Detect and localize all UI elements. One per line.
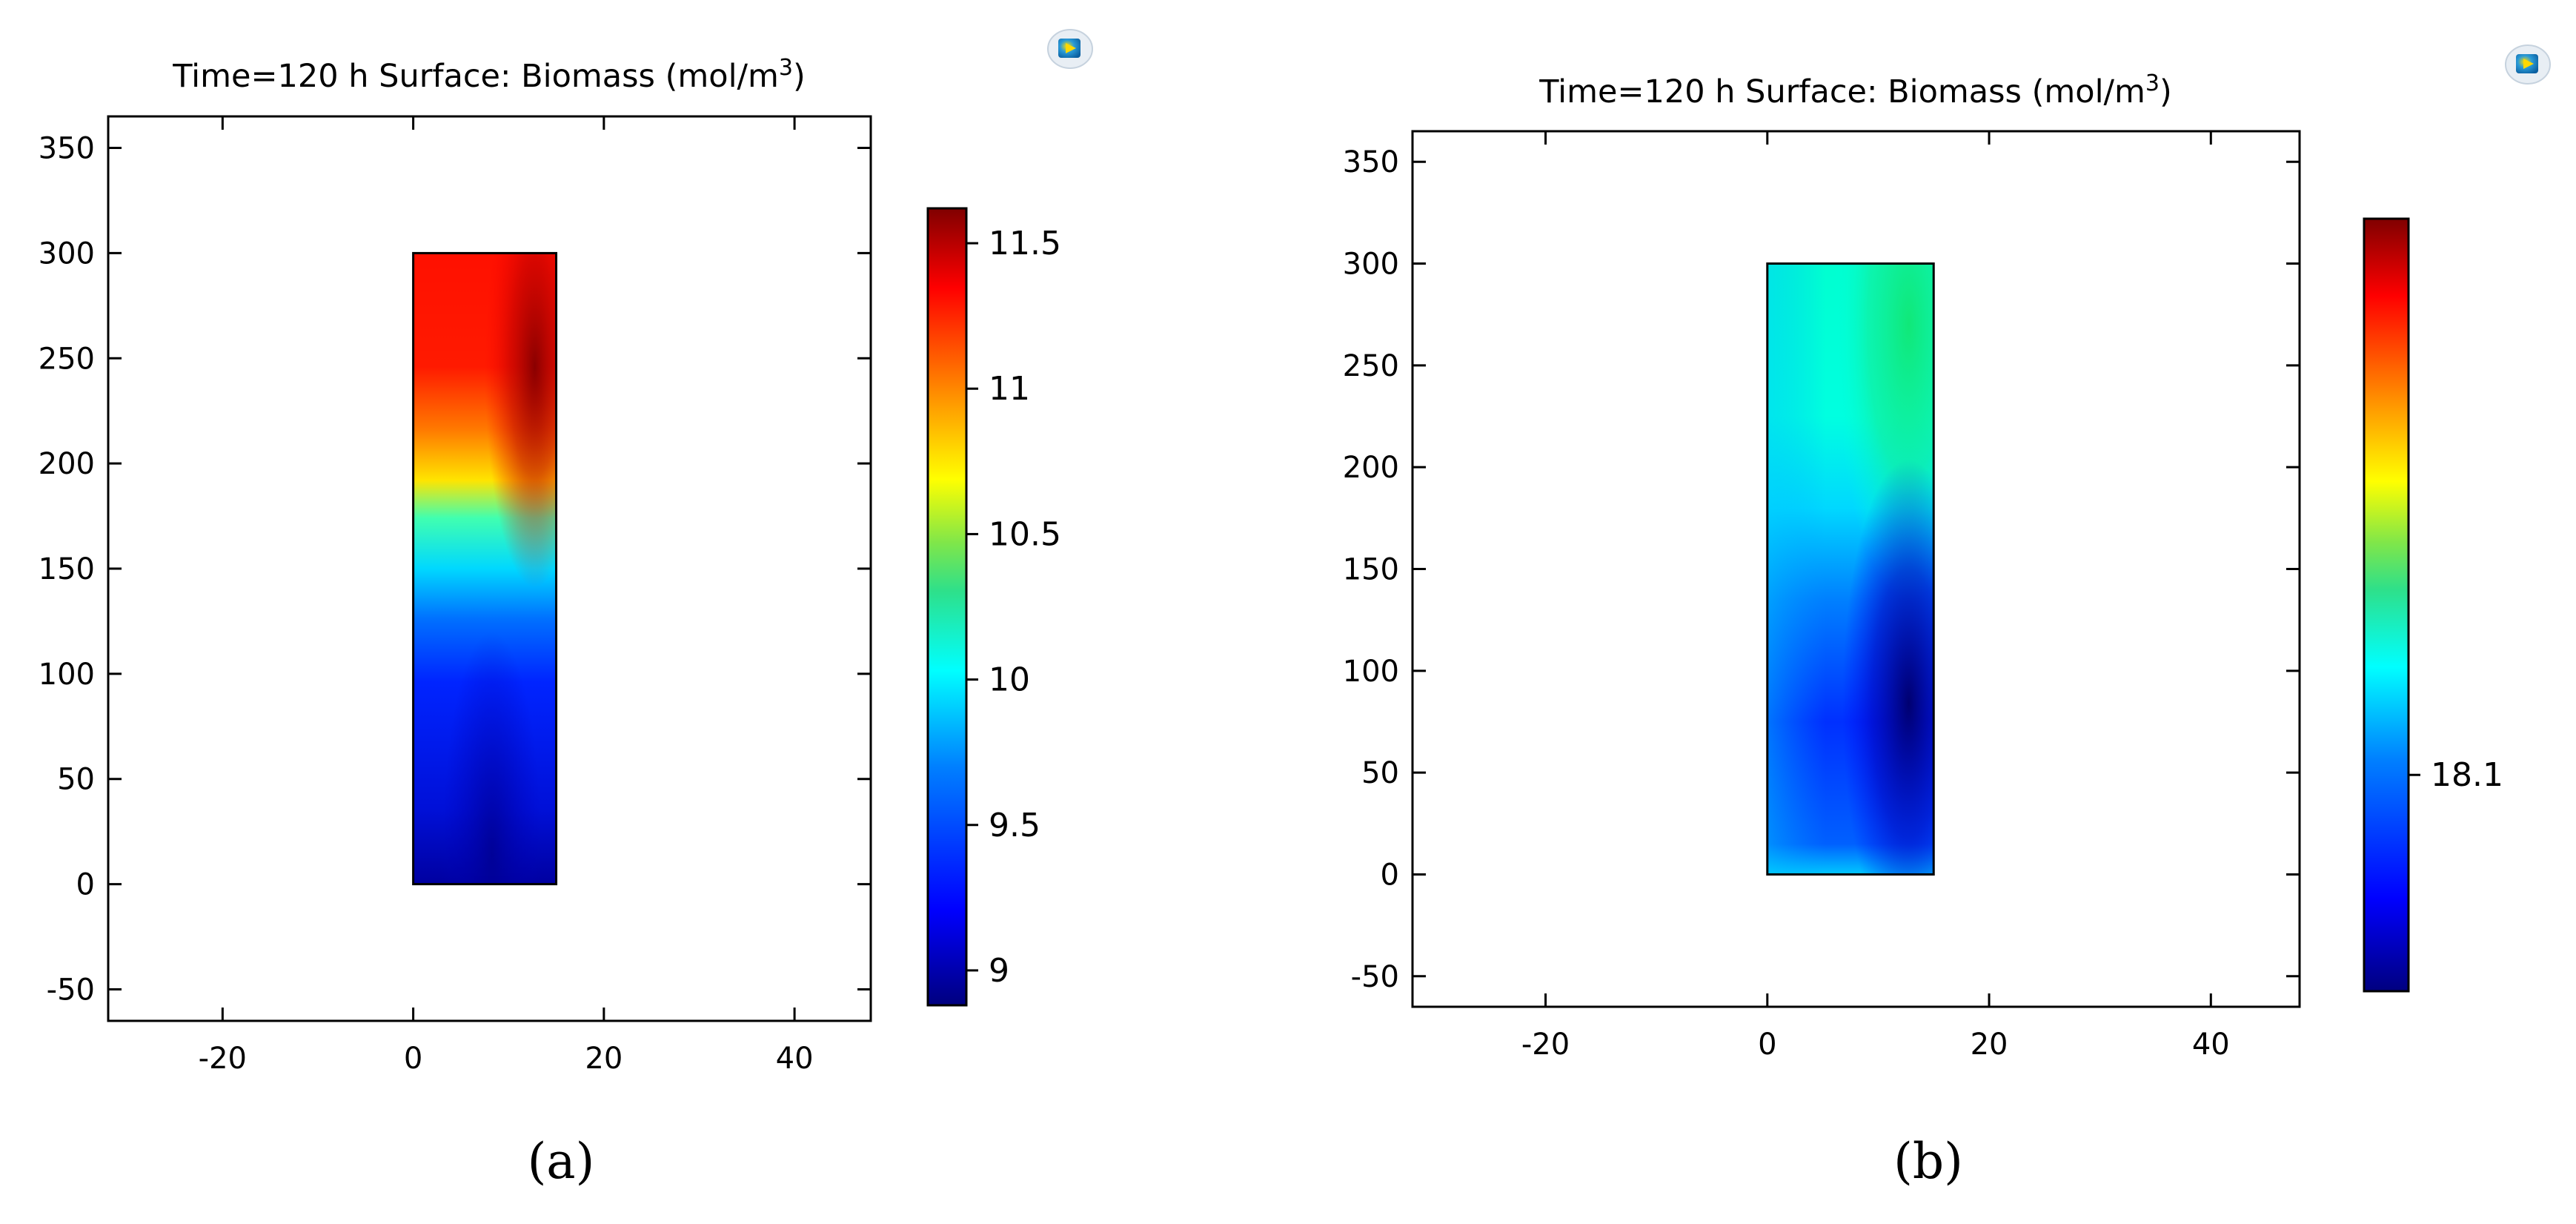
- logo-triangle: [2523, 59, 2534, 69]
- colorbar-tick-label: 9: [989, 952, 1009, 990]
- y-tick-label: 250: [39, 342, 95, 376]
- x-tick-label: 0: [1758, 1028, 1776, 1062]
- field-layer-2: [413, 253, 557, 884]
- y-tick-label: 300: [1343, 248, 1399, 282]
- chart-title-close: ): [2160, 73, 2172, 110]
- comsol-logo-icon: [2505, 44, 2551, 85]
- x-tick-label: 40: [2192, 1028, 2230, 1062]
- colorbar-tick-label: 18.1: [2431, 756, 2503, 794]
- colorbar-frame: [2363, 217, 2410, 993]
- chart-title-superscript: 3: [2145, 70, 2160, 96]
- y-tick-label: 350: [39, 132, 95, 166]
- y-tick-label: 300: [39, 236, 95, 271]
- y-tick-label: 150: [39, 552, 95, 586]
- y-tick-label: 0: [1381, 858, 1399, 892]
- field-layer-3: [1767, 263, 1934, 875]
- chart-title: Time=120 h Surface: Biomass (mol/m3): [172, 55, 806, 95]
- panel-a: Time=120 h Surface: Biomass (mol/m3) -20 0…: [39, 29, 1093, 1190]
- y-tick-label: 150: [1343, 553, 1399, 587]
- x-tick-label: 20: [1971, 1028, 2008, 1062]
- y-tick-label: 100: [39, 658, 95, 692]
- chart-title-superscript: 3: [779, 55, 793, 81]
- colorbar-tick-label: 10: [989, 661, 1030, 699]
- chart-title: Time=120 h Surface: Biomass (mol/m3): [1538, 70, 2172, 110]
- colorbar-tick-label: 11.5: [989, 225, 1061, 262]
- y-tick-label: 50: [1361, 756, 1399, 790]
- domain-boundary: [412, 251, 558, 886]
- colorbar-tick-label: 9.5: [989, 807, 1040, 844]
- domain-boundary: [1766, 262, 1935, 876]
- x-tick-label: -20: [1521, 1028, 1570, 1062]
- comsol-logo-icon: [1047, 29, 1093, 69]
- panel-b: Time=120 h Surface: Biomass (mol/m3) -20 0…: [1343, 44, 2551, 1190]
- y-tick-label: 100: [1343, 655, 1399, 689]
- y-tick-label: 350: [1343, 145, 1399, 179]
- panel-label: (b): [1893, 1133, 1963, 1190]
- y-tick-label: 50: [57, 763, 95, 797]
- y-tick-label: 200: [1343, 451, 1399, 485]
- y-tick-label: 200: [39, 447, 95, 481]
- x-tick-label: 0: [404, 1042, 422, 1076]
- x-tick-label: -20: [199, 1042, 247, 1076]
- panel-label: (a): [528, 1133, 595, 1190]
- x-tick-label: 20: [585, 1042, 623, 1076]
- x-tick-label: 40: [776, 1042, 814, 1076]
- y-tick-label: -50: [47, 973, 95, 1007]
- logo-triangle: [1066, 43, 1076, 53]
- chart-title-main: Time=120 h Surface: Biomass (mol/m: [1538, 73, 2145, 110]
- colorbar: [928, 208, 966, 1005]
- chart-title-close: ): [793, 58, 806, 95]
- y-tick-label: 250: [1343, 349, 1399, 383]
- colorbar-frame: [926, 207, 968, 1007]
- colorbar-tick-label: 11: [989, 370, 1030, 408]
- colorbar: [2364, 219, 2409, 991]
- chart-title-main: Time=120 h Surface: Biomass (mol/m: [172, 58, 779, 95]
- y-tick-label: -50: [1351, 960, 1399, 994]
- y-tick-label: 0: [76, 868, 95, 902]
- colorbar-tick-label: 10.5: [989, 515, 1061, 553]
